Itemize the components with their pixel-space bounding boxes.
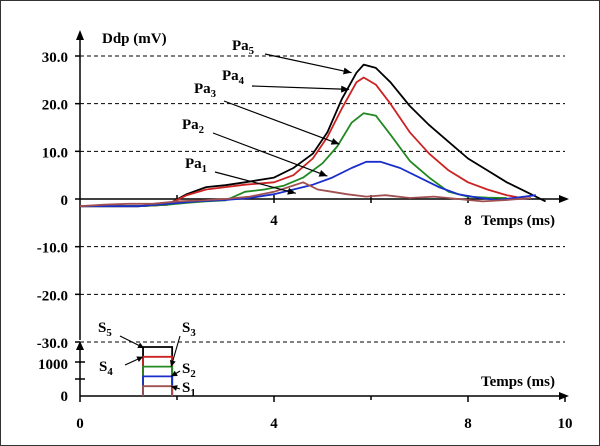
label-s1-base: S [182, 380, 190, 396]
label-pa2: Pa2 [182, 117, 204, 136]
stim-x-tick-label: 0 [76, 416, 84, 432]
label-pa5: Pa5 [232, 38, 254, 57]
x-tick-label: 8 [464, 213, 472, 229]
arrowhead-s4 [136, 356, 144, 363]
arrowhead-pa2 [318, 170, 328, 177]
arrow-pa3 [223, 100, 340, 145]
arrow-pa2 [212, 132, 328, 177]
y-axis-arrow [76, 30, 84, 40]
label-pa4: Pa4 [222, 68, 245, 87]
stim-x-tick-label: 8 [464, 416, 472, 432]
stim-x-axis-label: Temps (ms) [481, 374, 555, 390]
series-pa5 [80, 63, 546, 208]
label-pa3-base: Pa [194, 81, 211, 97]
y-tick-label: -10.0 [37, 241, 68, 257]
grid-lines [80, 55, 565, 343]
stim-x-axis-arrow [559, 392, 569, 400]
label-pa1-base: Pa [185, 156, 202, 172]
arrowhead-pa4 [341, 85, 350, 93]
label-s1: S1 [182, 380, 196, 399]
x-axis-arrow [559, 195, 569, 203]
label-pa2-base: Pa [182, 117, 199, 133]
label-s5: S5 [98, 320, 112, 339]
arrow-pa4 [251, 85, 350, 90]
label-s2-sub: 2 [190, 368, 195, 380]
tick-labels: 30.0 20.0 10.0 0 -10.0 -20.0 -30.0 4 8 Ddp (mV) Te… [37, 31, 573, 432]
stim-y-axis-arrow [76, 341, 84, 350]
stim-y-tick-label: 1000 [38, 357, 68, 373]
label-s3-base: S [182, 320, 190, 336]
label-pa5-sub: 5 [249, 45, 254, 57]
label-pa3-sub: 3 [211, 88, 217, 100]
arrowhead-s3 [169, 360, 176, 367]
y-tick-label: 0 [61, 193, 69, 209]
y-tick-label: -20.0 [37, 288, 68, 304]
arrowhead-s2 [171, 370, 178, 377]
label-s2-base: S [182, 361, 190, 377]
arrowhead-pa5 [343, 67, 352, 75]
label-pa1-sub: 1 [202, 163, 207, 175]
label-s1-sub: 1 [190, 387, 195, 399]
arrowhead-s1 [171, 385, 178, 391]
y-tick-label: -30.0 [37, 336, 68, 352]
label-pa5-base: Pa [232, 38, 249, 54]
label-pa3: Pa3 [194, 81, 217, 100]
stim-x-tick-label: 10 [558, 416, 573, 432]
label-s4-base: S [99, 359, 107, 375]
label-s4-sub: 4 [107, 366, 113, 378]
arrowhead-pa1 [287, 187, 296, 195]
label-s4: S4 [99, 359, 113, 378]
arrow-pa5 [264, 53, 352, 74]
x-axis-label: Temps (ms) [481, 213, 555, 229]
label-s2: S2 [182, 361, 196, 380]
y-tick-label: 10.0 [42, 145, 68, 161]
label-s5-base: S [98, 320, 106, 336]
series-pa4 [80, 76, 527, 208]
arrowhead-pa3 [330, 138, 340, 145]
arrowhead-s5 [137, 342, 145, 349]
y-tick-label: 30.0 [42, 50, 68, 66]
label-pa4-sub: 4 [239, 75, 245, 87]
series-pa1 [79, 181, 532, 208]
label-s5-sub: 5 [106, 327, 111, 339]
stim-x-tick-label: 4 [270, 416, 278, 432]
stim-y-tick-label: 0 [61, 389, 69, 405]
stimulus-s1 [142, 385, 174, 396]
y-tick-label: 20.0 [42, 98, 68, 114]
x-tick-label: 4 [270, 213, 278, 229]
label-pa2-sub: 2 [199, 124, 204, 136]
stimulus-panel [142, 346, 174, 396]
y-axis-label: Ddp (mV) [102, 31, 167, 47]
label-pa4-base: Pa [222, 68, 239, 84]
label-s3: S3 [182, 320, 196, 339]
label-s3-sub: 3 [190, 327, 196, 339]
label-pa1: Pa1 [185, 156, 207, 175]
series-lines [79, 63, 546, 208]
arrow-pa1 [214, 171, 296, 194]
